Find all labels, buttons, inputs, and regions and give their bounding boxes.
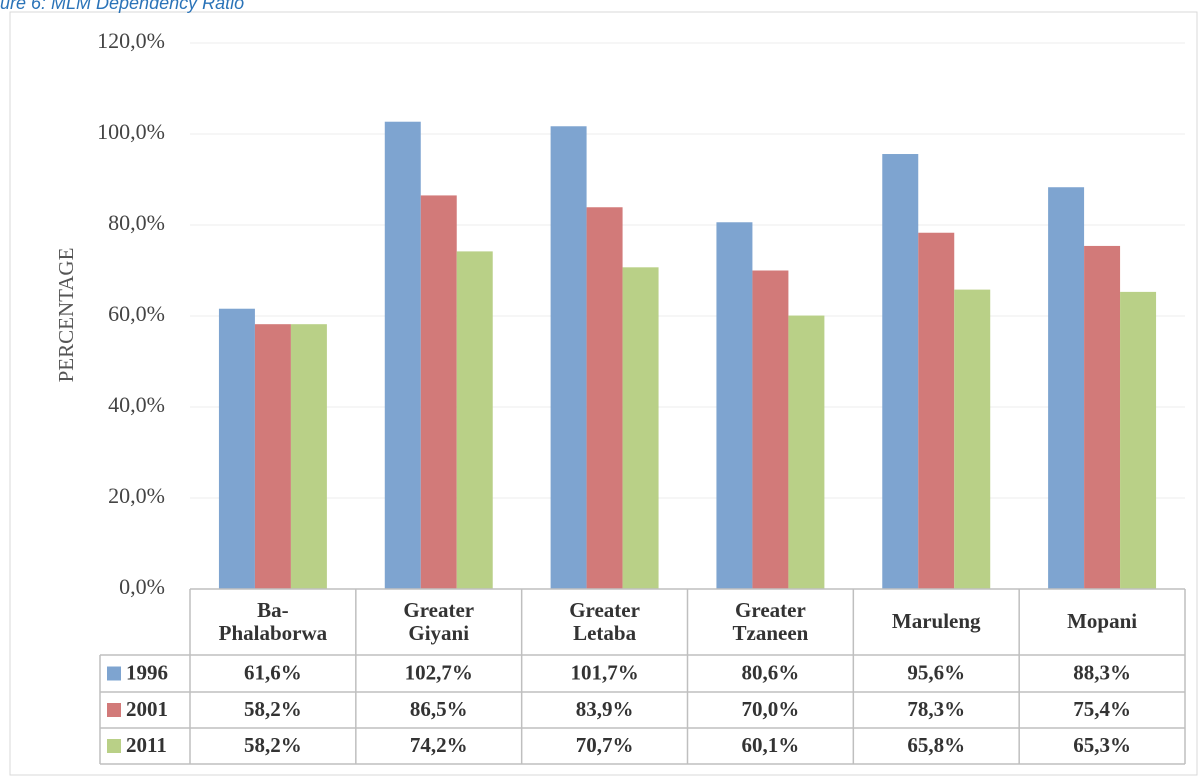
data-label: 83,9%	[576, 697, 634, 721]
data-label: 75,4%	[1073, 697, 1131, 721]
bar	[1048, 187, 1085, 590]
data-label: 60,1%	[742, 733, 800, 757]
data-label: 70,0%	[742, 697, 800, 721]
bar	[550, 126, 587, 589]
bar	[788, 315, 825, 589]
data-label: 58,2%	[244, 697, 302, 721]
category-cell: Maruleng	[891, 609, 981, 634]
legend-label: 2011	[126, 733, 167, 757]
category-cell: Greater Tzaneen	[732, 597, 809, 645]
data-label: 80,6%	[742, 660, 800, 684]
data-label: 88,3%	[1073, 660, 1131, 684]
category-cell: Mopani	[1067, 609, 1138, 634]
bar	[218, 308, 255, 589]
legend-swatch	[107, 666, 121, 681]
legend-swatch	[107, 739, 121, 753]
legend-label: 2001	[126, 697, 168, 721]
y-tick-label: 40,0%	[108, 392, 165, 417]
legend-label: 1996	[126, 660, 168, 684]
x-tick-label: Mopani	[1067, 609, 1138, 634]
data-label: 101,7%	[570, 660, 638, 684]
data-label: 78,3%	[907, 697, 965, 721]
x-tick-label: Greater Tzaneen	[732, 597, 809, 645]
data-label: 74,2%	[410, 733, 468, 757]
data-label: 95,6%	[907, 660, 965, 684]
x-tick-label: Greater Letaba	[569, 597, 640, 645]
bar	[290, 324, 327, 589]
data-label: 61,6%	[244, 660, 302, 684]
bar	[586, 207, 623, 589]
category-cell: Greater Letaba	[569, 597, 640, 645]
bar	[254, 324, 291, 589]
bar	[622, 267, 659, 589]
bar	[882, 154, 919, 589]
bar	[1084, 245, 1121, 589]
bar	[384, 121, 421, 589]
data-label: 70,7%	[576, 733, 634, 757]
data-label: 65,8%	[907, 733, 965, 757]
x-tick-label: Maruleng	[891, 609, 981, 634]
y-tick-label: 60,0%	[108, 301, 165, 326]
bar	[954, 289, 991, 589]
y-tick-label: 0,0%	[119, 574, 165, 599]
bar	[1120, 291, 1157, 589]
y-tick-label: 80,0%	[108, 210, 165, 235]
bar	[752, 270, 789, 589]
bar	[456, 251, 493, 589]
category-cell: Greater Giyani	[403, 597, 475, 645]
x-tick-label: Greater Giyani	[403, 597, 475, 645]
y-tick-label: 120,0%	[97, 28, 165, 53]
bar	[918, 232, 955, 590]
chart-title: ure 6: MLM Dependency Ratio	[0, 0, 244, 13]
data-label: 58,2%	[244, 733, 302, 757]
bar	[716, 222, 753, 589]
y-axis-label: PERCENTAGE	[54, 248, 78, 383]
x-tick-label: Ba- Phalaborwa	[218, 597, 328, 645]
bar	[420, 195, 457, 590]
y-tick-label: 100,0%	[97, 119, 165, 144]
category-cell: Ba- Phalaborwa	[218, 597, 328, 645]
data-label: 102,7%	[405, 660, 473, 684]
y-tick-label: 20,0%	[108, 483, 165, 508]
data-label: 86,5%	[410, 697, 468, 721]
data-label: 65,3%	[1073, 733, 1131, 757]
legend-swatch	[107, 703, 121, 717]
